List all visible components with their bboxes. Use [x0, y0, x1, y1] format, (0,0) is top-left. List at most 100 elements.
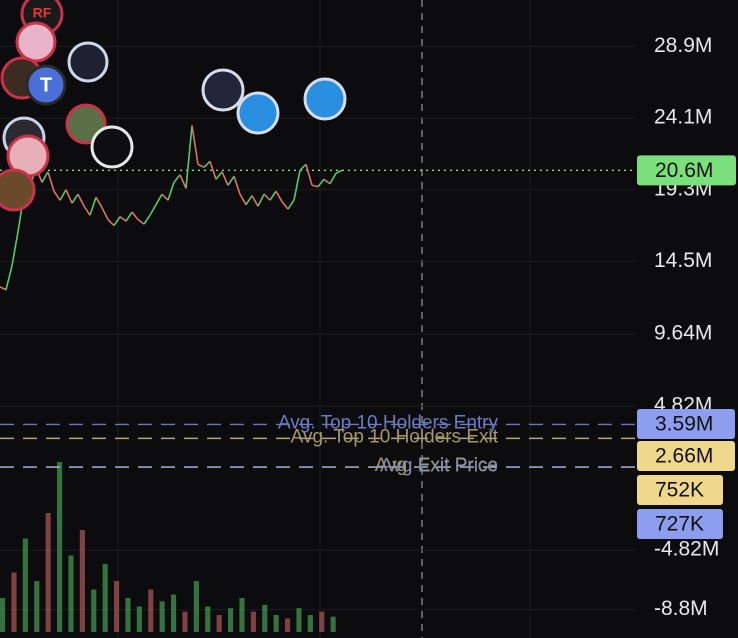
trader-avatars[interactable]: RF T	[0, 0, 347, 212]
price-segment	[11, 231, 19, 267]
price-badge-label: 727K	[655, 513, 704, 536]
price-segment	[143, 214, 151, 225]
avatar[interactable]	[67, 41, 109, 83]
volume-bar	[250, 611, 256, 632]
price-line-label: Avg Exit Price	[380, 455, 498, 476]
volume	[0, 462, 336, 632]
avatar-icon: RF	[33, 5, 52, 21]
volume-bar	[102, 564, 108, 632]
price-segment	[263, 193, 271, 201]
volume-bar	[148, 589, 154, 632]
price-segment	[101, 207, 109, 220]
y-tick-label: -8.8M	[654, 597, 708, 620]
price-segment	[47, 171, 55, 192]
price-segment	[0, 286, 7, 291]
volume-bar	[171, 594, 177, 632]
volume-bar	[45, 513, 51, 632]
volume-bar	[68, 555, 74, 632]
volume-bar	[228, 608, 234, 632]
price-segment	[293, 170, 301, 201]
avatar[interactable]	[25, 64, 67, 106]
volume-bar	[285, 618, 291, 632]
price-segment	[119, 216, 127, 222]
price-segment	[83, 205, 91, 216]
avatar[interactable]	[15, 21, 57, 63]
price-segment	[209, 161, 217, 180]
price-segment	[131, 211, 139, 221]
price-segment	[287, 199, 295, 210]
price-badge-label: 3.59M	[655, 413, 713, 436]
price-segment	[257, 193, 265, 207]
volume-bar	[307, 615, 313, 632]
volume-bar	[273, 615, 279, 632]
price-segment	[95, 196, 103, 209]
volume-bar	[125, 598, 131, 632]
price-badge	[637, 409, 735, 439]
volume-bar	[34, 581, 40, 632]
price-badge-label: 2.66M	[655, 445, 713, 468]
price-segment	[137, 218, 145, 225]
price-segment	[269, 190, 277, 201]
price-segment	[305, 164, 313, 186]
volume-bar	[319, 611, 325, 632]
price-segment	[281, 201, 289, 210]
price-segment	[323, 178, 331, 185]
price-segment	[107, 219, 115, 227]
y-tick-label: 14.5M	[654, 249, 712, 272]
price-segment	[161, 193, 169, 201]
price-badges: 3.59M 2.66M 752K 727K 20.6M	[637, 155, 736, 539]
avatar-icon: T	[40, 74, 52, 96]
volume-bar	[22, 538, 28, 632]
volume-bar	[11, 572, 17, 632]
price-segment	[239, 193, 247, 206]
price-segment	[197, 163, 205, 169]
price-segment	[59, 189, 67, 201]
price-segment	[113, 216, 121, 227]
volume-bar	[79, 530, 85, 632]
y-tick-label: -4.82M	[654, 538, 719, 561]
price-segment	[65, 189, 73, 204]
price-segment	[53, 190, 61, 201]
volume-bar	[182, 611, 188, 632]
price-segment	[173, 174, 181, 183]
price-badge	[637, 509, 723, 539]
y-tick-label: 9.64M	[654, 322, 712, 345]
price-segment	[317, 178, 325, 188]
price-segment	[275, 190, 283, 203]
price-segment	[191, 125, 199, 165]
volume-bar	[205, 606, 211, 632]
volume-bar	[57, 462, 63, 632]
avatar[interactable]	[90, 125, 134, 169]
avatar[interactable]	[0, 168, 36, 212]
price-segment	[149, 204, 157, 216]
price-segment	[245, 195, 253, 206]
volume-bar	[262, 604, 268, 632]
price-segment	[215, 171, 223, 180]
price-line-series	[0, 125, 343, 291]
volume-bar	[239, 598, 245, 632]
volume-bar	[91, 589, 97, 632]
price-segment	[167, 182, 175, 201]
price-line-label: Avg. Exit Price	[375, 455, 498, 476]
volume-bar	[136, 606, 142, 632]
price-line-label: Avg. Top 10 Holders Exit	[291, 426, 499, 447]
price-segment	[221, 171, 229, 186]
price-segment	[41, 171, 49, 183]
price-segment	[329, 172, 337, 185]
avatar[interactable]	[303, 77, 347, 121]
y-tick-label: 24.1M	[654, 106, 712, 129]
price-segment	[5, 265, 13, 291]
avatar[interactable]	[201, 68, 245, 112]
price-segment	[233, 176, 241, 195]
price-segment	[71, 193, 79, 204]
y-tick-label: 28.9M	[654, 34, 712, 57]
price-segment	[299, 163, 307, 171]
current-price-label: 20.6M	[655, 159, 713, 182]
price-segment	[227, 175, 235, 186]
volume-bar	[330, 616, 336, 632]
price-badge-label: 752K	[655, 479, 704, 502]
avatar[interactable]	[236, 91, 280, 135]
price-line-label: Avg. Top 10 Holders Entry	[278, 413, 499, 434]
